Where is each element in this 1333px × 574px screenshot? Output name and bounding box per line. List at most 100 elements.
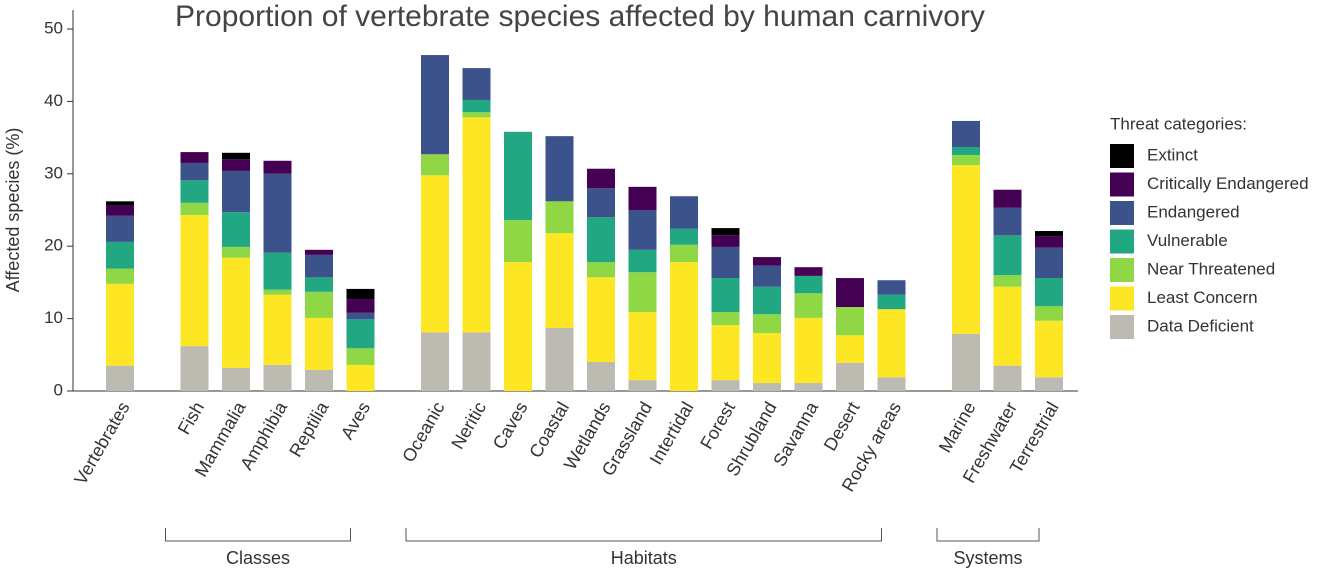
- bar-segment: [753, 286, 781, 315]
- x-tick-label: Vertebrates: [70, 398, 133, 488]
- legend-swatch: [1110, 258, 1134, 282]
- x-tick-label: Marine: [935, 398, 980, 456]
- bar-segment: [836, 335, 864, 363]
- legend-swatch: [1110, 144, 1134, 168]
- bar-segment: [263, 252, 292, 290]
- bar-segment: [952, 147, 980, 155]
- legend-swatch: [1110, 286, 1134, 311]
- bar-segment: [180, 152, 209, 163]
- bar-segment: [545, 136, 574, 202]
- bar-segment: [222, 367, 250, 391]
- bar-segment: [462, 68, 491, 100]
- bar-segment: [587, 277, 615, 363]
- bar-segment: [711, 325, 740, 381]
- bar-segment: [753, 314, 781, 334]
- bar-segment: [346, 312, 375, 320]
- bar-segment: [952, 333, 980, 391]
- y-tick-label: 50: [44, 18, 63, 37]
- x-tick-label: Oceanic: [398, 398, 448, 465]
- group-bracket: [165, 528, 351, 542]
- bar-segment: [877, 280, 906, 295]
- bar-segment: [180, 346, 209, 391]
- bar-segment: [106, 201, 134, 206]
- bar-segment: [587, 262, 615, 278]
- x-tick-label: Fish: [174, 398, 208, 437]
- bar-segment: [180, 215, 209, 347]
- bar-segment: [1035, 247, 1063, 279]
- bar-segment: [877, 294, 906, 310]
- bar-segment: [993, 365, 1022, 391]
- bar-segment: [305, 254, 333, 278]
- bar-segment: [421, 332, 449, 391]
- bar-segment: [628, 210, 657, 250]
- legend-label: Extinct: [1147, 145, 1198, 164]
- bar-segment: [263, 160, 292, 174]
- bar-segment: [794, 383, 823, 391]
- bar-segment: [628, 380, 657, 391]
- bar-segment: [670, 228, 698, 245]
- group-label: Classes: [226, 548, 290, 568]
- group-label: Systems: [953, 548, 1022, 568]
- legend-swatch: [1110, 172, 1134, 197]
- bar-segment: [628, 249, 657, 273]
- bar-segment: [305, 249, 333, 255]
- bar-segment: [952, 154, 980, 166]
- legend-label: Least Concern: [1147, 288, 1258, 307]
- y-axis-label: Affected species (%): [3, 128, 23, 293]
- bar-segment: [305, 370, 333, 391]
- bar-segment: [587, 217, 615, 263]
- bar-segment: [952, 120, 980, 148]
- chart-title: Proportion of vertebrate species affecte…: [175, 0, 985, 33]
- bar-segment: [794, 275, 823, 294]
- bar-segment: [106, 268, 134, 284]
- bar-segment: [1035, 278, 1063, 307]
- bar-segment: [753, 265, 781, 287]
- bar-segment: [346, 348, 375, 365]
- bar-segment: [587, 362, 615, 391]
- bar-segment: [545, 328, 574, 391]
- bar-segment: [545, 233, 574, 329]
- x-tick-label: Neritic: [447, 398, 490, 452]
- bar-segment: [222, 159, 250, 171]
- bar-segment: [952, 165, 980, 334]
- x-tick-label: Desert: [820, 398, 864, 454]
- bar-segment: [670, 196, 698, 229]
- legend-label: Data Deficient: [1147, 316, 1254, 335]
- bar-segment: [106, 205, 134, 216]
- bar-segment: [877, 309, 906, 378]
- bar-segment: [305, 277, 333, 292]
- bar-segment: [1035, 306, 1063, 321]
- bar-segment: [222, 257, 250, 368]
- bar-segment: [421, 55, 449, 155]
- bar-segment: [587, 188, 615, 218]
- bar-segment: [993, 207, 1022, 236]
- bar-segment: [711, 380, 740, 391]
- legend-label: Endangered: [1147, 202, 1240, 221]
- bar-segment: [993, 275, 1022, 287]
- bar-segment: [421, 154, 449, 176]
- bar-segment: [180, 180, 209, 203]
- bar-segment: [1035, 230, 1063, 237]
- bar-segment: [628, 186, 657, 210]
- bar-segment: [346, 364, 375, 391]
- bar-segment: [346, 288, 375, 300]
- x-tick-label: Caves: [489, 398, 532, 452]
- bar-segment: [794, 293, 823, 318]
- bar-segment: [836, 278, 864, 308]
- bar-segment: [504, 131, 532, 221]
- bar-segment: [106, 241, 134, 269]
- y-tick-label: 20: [44, 236, 63, 255]
- bar-segment: [711, 246, 740, 279]
- bar-segment: [670, 244, 698, 263]
- bar-segment: [462, 99, 491, 113]
- bar-segment: [305, 291, 333, 318]
- bar-segment: [1035, 236, 1063, 248]
- bar-segment: [1035, 377, 1063, 391]
- bar-segment: [670, 262, 698, 391]
- bar-segment: [836, 362, 864, 391]
- legend-swatch: [1110, 229, 1134, 254]
- bar-segment: [711, 312, 740, 326]
- bar-segment: [421, 175, 449, 333]
- y-tick-label: 0: [54, 380, 63, 399]
